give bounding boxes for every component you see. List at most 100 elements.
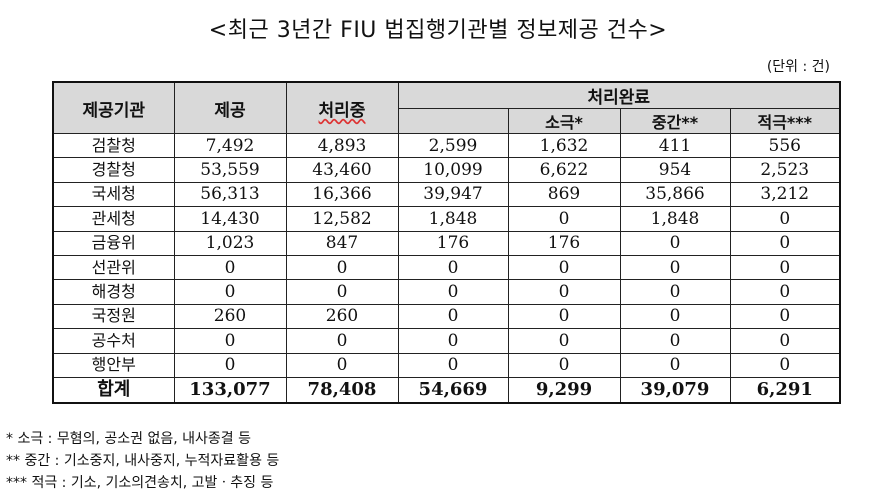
value-cell: 0 — [507, 303, 621, 330]
value-cell: 54,669 — [397, 376, 509, 404]
agency-cell: 금융위 — [52, 230, 175, 256]
value-cell: 56,313 — [173, 181, 287, 208]
value-cell: 0 — [173, 279, 287, 305]
footnote-active: *** 적극 : 기소, 기소의견송치, 고발ㆍ추징 등 — [6, 475, 274, 491]
value-cell: 133,077 — [173, 376, 287, 404]
value-cell: 176 — [397, 230, 509, 256]
value-cell: 0 — [507, 279, 621, 305]
value-cell: 0 — [173, 254, 287, 281]
unit-label: (단위 : 건) — [766, 59, 830, 75]
value-cell: 0 — [729, 352, 841, 378]
value-cell: 411 — [619, 132, 731, 159]
value-cell: 0 — [619, 352, 731, 378]
value-cell: 0 — [619, 303, 731, 330]
table-row: 국정원 260 260 0 0 0 0 — [52, 303, 841, 330]
value-cell: 260 — [173, 303, 287, 330]
value-cell: 847 — [285, 230, 399, 256]
table-row: 국세청 56,313 16,366 39,947 869 35,866 3,212 — [52, 181, 841, 208]
value-cell: 0 — [285, 279, 399, 305]
value-cell: 0 — [285, 254, 399, 281]
total-row: 합계 133,077 78,408 54,669 9,299 39,079 6,291 — [52, 376, 841, 404]
header-sub-intermediate: 중간** — [619, 108, 731, 134]
value-cell: 0 — [397, 279, 509, 305]
header-sub-passive: 소극* — [507, 108, 621, 134]
value-cell: 0 — [173, 328, 287, 354]
value-cell: 53,559 — [173, 157, 287, 183]
value-cell: 1,848 — [619, 206, 731, 232]
value-cell: 12,582 — [285, 206, 399, 232]
value-cell: 0 — [729, 254, 841, 281]
footnote-intermediate: ** 중간 : 기소중지, 내사중지, 누적자료활용 등 — [6, 453, 280, 469]
table-row: 검찰청 7,492 4,893 2,599 1,632 411 556 — [52, 132, 841, 159]
table-row: 관세청 14,430 12,582 1,848 0 1,848 0 — [52, 206, 841, 232]
header-processing: 처리중 — [285, 81, 399, 134]
value-cell: 14,430 — [173, 206, 287, 232]
value-cell: 39,947 — [397, 181, 509, 208]
value-cell: 0 — [729, 303, 841, 330]
value-cell: 16,366 — [285, 181, 399, 208]
value-cell: 35,866 — [619, 181, 731, 208]
value-cell: 0 — [619, 254, 731, 281]
header-agency: 제공기관 — [52, 81, 175, 134]
value-cell: 869 — [507, 181, 621, 208]
agency-cell: 검찰청 — [52, 132, 175, 159]
agency-cell: 경찰청 — [52, 157, 175, 183]
value-cell: 0 — [619, 328, 731, 354]
value-cell: 0 — [507, 254, 621, 281]
value-cell: 2,599 — [397, 132, 509, 159]
table-row: 행안부 0 0 0 0 0 0 — [52, 352, 841, 378]
value-cell: 556 — [729, 132, 841, 159]
value-cell: 10,099 — [397, 157, 509, 183]
table-row: 선관위 0 0 0 0 0 0 — [52, 254, 841, 281]
value-cell: 260 — [285, 303, 399, 330]
table-row: 해경청 0 0 0 0 0 0 — [52, 279, 841, 305]
header-sub-blank — [397, 108, 509, 134]
value-cell: 0 — [507, 328, 621, 354]
table-row: 공수처 0 0 0 0 0 0 — [52, 328, 841, 354]
value-cell: 1,023 — [173, 230, 287, 256]
value-cell: 0 — [619, 279, 731, 305]
agency-cell: 선관위 — [52, 254, 175, 281]
footnote-passive: * 소극 : 무혐의, 공소권 없음, 내사종결 등 — [6, 431, 251, 447]
table-body: 검찰청 7,492 4,893 2,599 1,632 411 556 경찰청 53,559 43… — [52, 132, 841, 404]
table-row: 금융위 1,023 847 176 176 0 0 — [52, 230, 841, 256]
value-cell: 0 — [397, 328, 509, 354]
value-cell: 0 — [619, 230, 731, 256]
value-cell: 2,523 — [729, 157, 841, 183]
value-cell: 43,460 — [285, 157, 399, 183]
value-cell: 0 — [729, 279, 841, 305]
value-cell: 6,291 — [729, 376, 841, 404]
value-cell: 39,079 — [619, 376, 731, 404]
value-cell: 0 — [173, 352, 287, 378]
agency-cell: 행안부 — [52, 352, 175, 378]
value-cell: 0 — [729, 328, 841, 354]
value-cell: 0 — [397, 303, 509, 330]
value-cell: 9,299 — [507, 376, 621, 404]
value-cell: 0 — [729, 206, 841, 232]
value-cell: 4,893 — [285, 132, 399, 159]
value-cell: 0 — [397, 352, 509, 378]
value-cell: 0 — [285, 328, 399, 354]
info-provision-table: 제공기관 제공 처리중 처리완료 소극* 중간** 적극*** 검찰청 7,492… — [52, 81, 841, 404]
agency-cell: 관세청 — [52, 206, 175, 232]
value-cell: 1,848 — [397, 206, 509, 232]
header-completed: 처리완료 — [397, 81, 841, 109]
value-cell: 176 — [507, 230, 621, 256]
footnotes: * 소극 : 무혐의, 공소권 없음, 내사종결 등 ** 중간 : 기소중지,… — [6, 428, 279, 494]
page-title: <최근 3년간 FIU 법집행기관별 정보제공 건수> — [208, 18, 668, 43]
table-row: 경찰청 53,559 43,460 10,099 6,622 954 2,523 — [52, 157, 841, 183]
value-cell: 1,632 — [507, 132, 621, 159]
value-cell: 0 — [397, 254, 509, 281]
agency-cell: 국세청 — [52, 181, 175, 208]
agency-cell: 국정원 — [52, 303, 175, 330]
header-processing-label: 처리중 — [318, 100, 366, 121]
agency-cell: 공수처 — [52, 328, 175, 354]
value-cell: 0 — [729, 230, 841, 256]
value-cell: 78,408 — [285, 376, 399, 404]
value-cell: 0 — [507, 206, 621, 232]
header-sub-active: 적극*** — [729, 108, 841, 134]
header-provided: 제공 — [173, 81, 287, 134]
agency-cell: 해경청 — [52, 279, 175, 305]
agency-cell: 합계 — [52, 376, 175, 404]
value-cell: 3,212 — [729, 181, 841, 208]
